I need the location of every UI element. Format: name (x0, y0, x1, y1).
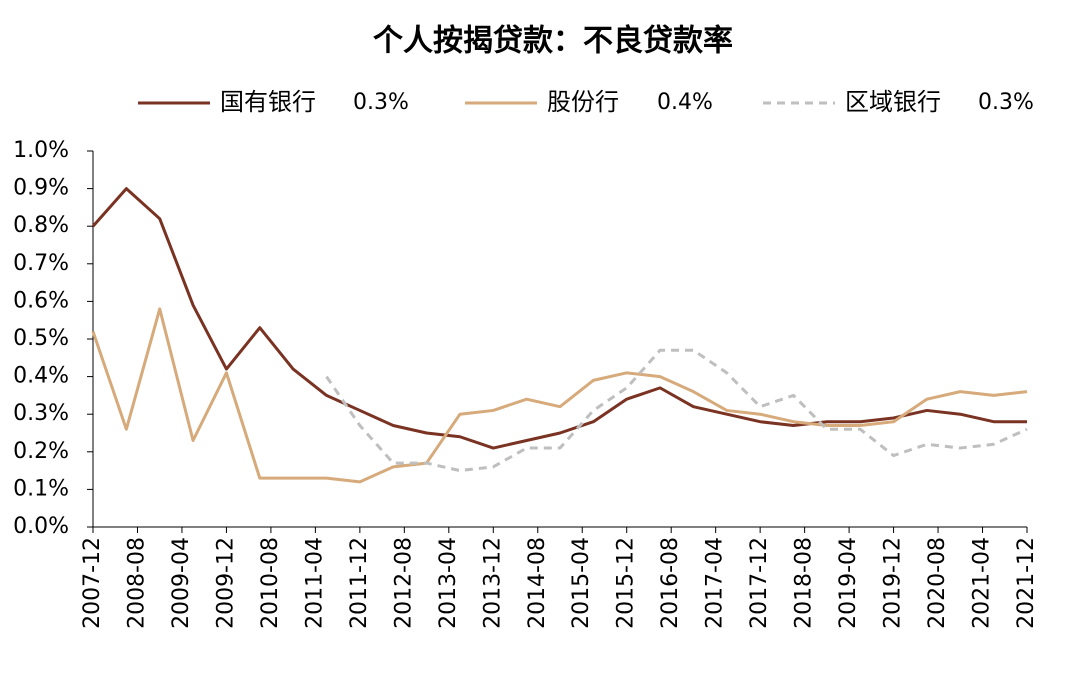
series-line (91, 307, 1028, 484)
legend-label: 区域银行 (845, 88, 941, 116)
x-tick-label: 2013-12 (480, 537, 505, 629)
legend-value: 0.4% (657, 90, 713, 115)
y-tick-label: 0.7% (13, 251, 69, 276)
x-tick-label: 2011-04 (302, 537, 327, 629)
y-tick-label: 0.6% (13, 288, 69, 313)
x-tick-label: 2015-04 (569, 537, 594, 629)
x-tick-label: 2020-08 (925, 537, 950, 629)
y-tick-label: 1.0% (13, 138, 69, 163)
y-tick-label: 0.2% (13, 439, 69, 464)
x-tick-label: 2010-08 (258, 537, 283, 629)
x-tick-label: 2014-08 (525, 537, 550, 629)
x-tick-label: 2007-12 (80, 537, 105, 629)
legend-value: 0.3% (978, 90, 1034, 115)
x-tick-label: 2017-04 (703, 537, 728, 629)
y-tick-label: 0.1% (13, 476, 69, 501)
x-tick-label: 2021-04 (970, 537, 995, 629)
x-tick-label: 2018-08 (792, 537, 817, 629)
y-tick-label: 0.9% (13, 176, 69, 201)
y-tick-label: 0.4% (13, 364, 69, 389)
series-line (325, 348, 1028, 473)
x-tick-label: 2008-08 (124, 537, 149, 629)
x-tick-label: 2019-12 (881, 537, 906, 629)
y-tick-label: 0.8% (13, 213, 69, 238)
chart-title: 个人按揭贷款：不良贷款率 (373, 24, 733, 59)
legend-label: 股份行 (547, 88, 619, 116)
x-tick-label: 2015-12 (614, 537, 639, 629)
legend-value: 0.3% (353, 90, 409, 115)
x-tick-label: 2009-04 (169, 537, 194, 629)
x-tick-label: 2017-12 (747, 537, 772, 629)
x-tick-label: 2016-08 (658, 537, 683, 629)
x-tick-label: 2011-12 (347, 537, 372, 629)
y-tick-label: 0.3% (13, 401, 69, 426)
y-tick-label: 0.0% (13, 514, 69, 539)
legend-label: 国有银行 (220, 88, 316, 116)
x-tick-label: 2012-08 (391, 537, 416, 629)
x-tick-label: 2021-12 (1014, 537, 1039, 629)
y-tick-label: 0.5% (13, 326, 69, 351)
series-line (91, 187, 1027, 450)
x-tick-label: 2013-04 (436, 537, 461, 629)
x-tick-label: 2009-12 (213, 537, 238, 629)
x-tick-label: 2019-04 (836, 537, 861, 629)
